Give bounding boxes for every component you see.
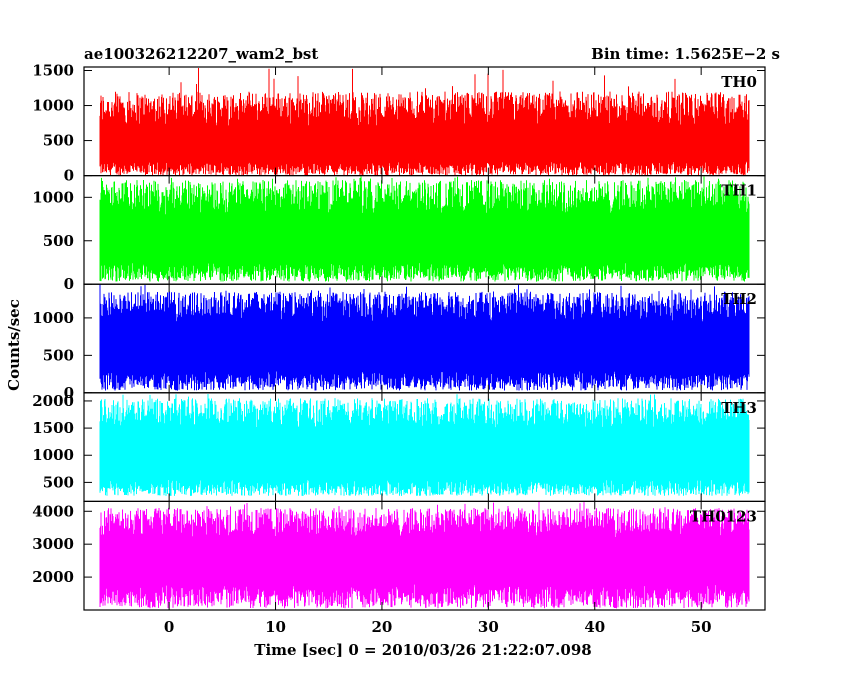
panel-th3-ytick-label: 500 (43, 473, 74, 491)
panel-th2-ytick-label: 0 (64, 384, 74, 402)
panel-th3-ytick-label: 1500 (32, 419, 74, 437)
panel-th3-ytick-label: 2000 (32, 392, 74, 410)
series-th3-trace (99, 394, 750, 496)
series-th0-label: TH0 (721, 73, 757, 91)
panel-th3-ytick-label: 1000 (32, 446, 74, 464)
x-tick-label: 30 (478, 618, 499, 636)
panel-th0123-ytick-label: 2000 (32, 568, 74, 586)
series-th1-label: TH1 (721, 182, 757, 200)
series-th1-trace (99, 176, 750, 282)
panel-th1-ytick-label: 1000 (32, 188, 74, 206)
panel-th0123-ytick-label: 4000 (32, 502, 74, 520)
series-th0123-label: TH0123 (690, 507, 757, 525)
chart-title: ae100326212207_wam2_bst (84, 45, 319, 63)
panel-th0-ytick-label: 500 (43, 132, 74, 150)
panel-th1-ytick-label: 500 (43, 232, 74, 250)
panel-th2-ytick-label: 500 (43, 346, 74, 364)
panel-th1-ytick-label: 0 (64, 275, 74, 293)
x-axis-label: Time [sec] 0 = 2010/03/26 21:22:07.098 (254, 641, 592, 659)
bin-time-label: Bin time: 1.5625E−2 s (591, 45, 780, 63)
panel-th0123-frame (83, 500, 766, 611)
panel-th0123-ytick-label: 3000 (32, 535, 74, 553)
panel-th0-ytick-label: 1000 (32, 97, 74, 115)
panel-th0-ytick-label: 1500 (32, 62, 74, 80)
series-th2-label: TH2 (721, 290, 757, 308)
x-tick-label: 10 (265, 618, 286, 636)
x-tick-label: 50 (691, 618, 712, 636)
x-tick-label: 40 (584, 618, 605, 636)
x-tick-label: 20 (372, 618, 393, 636)
series-th3-label: TH3 (721, 399, 757, 417)
x-tick-label: 0 (164, 618, 174, 636)
series-th0-trace (99, 68, 750, 176)
series-th2-trace (99, 284, 750, 391)
panel-th0-ytick-label: 0 (64, 167, 74, 185)
series-th0123-trace (99, 501, 750, 609)
panel-th2-ytick-label: 1000 (32, 309, 74, 327)
